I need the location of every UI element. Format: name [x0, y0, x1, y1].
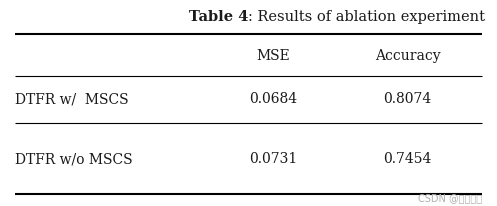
Text: Table 4: Table 4 [189, 10, 248, 24]
Text: DTFR w/o MSCS: DTFR w/o MSCS [15, 152, 133, 166]
Text: : Results of ablation experiment: : Results of ablation experiment [248, 10, 486, 24]
Text: 0.0731: 0.0731 [249, 152, 298, 166]
Text: CSDN @客院载论: CSDN @客院载论 [418, 192, 482, 202]
Text: 0.0684: 0.0684 [249, 92, 297, 106]
Text: 0.8074: 0.8074 [383, 92, 432, 106]
Text: Accuracy: Accuracy [375, 49, 440, 63]
Text: MSE: MSE [256, 49, 290, 63]
Text: DTFR w/  MSCS: DTFR w/ MSCS [15, 92, 129, 106]
Text: 0.7454: 0.7454 [383, 152, 432, 166]
